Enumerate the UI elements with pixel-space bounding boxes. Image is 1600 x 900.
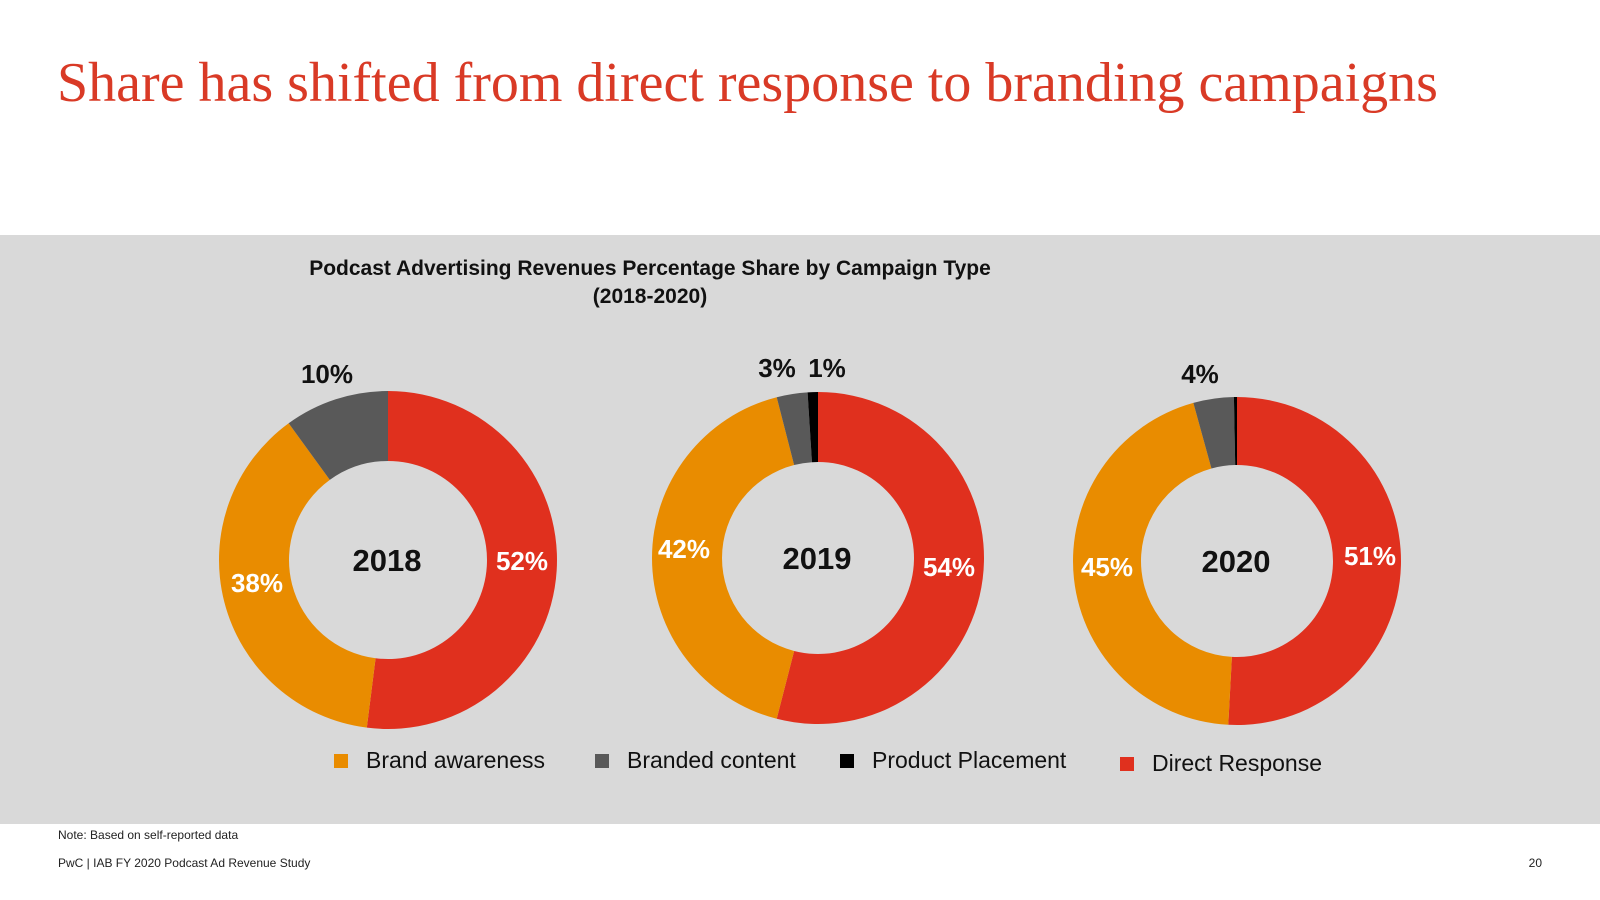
slice-2018-brand-awareness xyxy=(219,423,376,728)
slice-2019-brand-awareness xyxy=(652,397,795,719)
legend-label-brand-awareness: Brand awareness xyxy=(366,747,545,773)
data-label-2019-product-placement: 1% xyxy=(808,353,846,383)
slice-2020-brand-awareness xyxy=(1073,402,1232,725)
data-label-2020-branded-content: 4% xyxy=(1181,359,1219,389)
donut-2020: 2020 51% 45% 4% xyxy=(1073,359,1402,725)
donut-charts: 2018 52% 38% 10% 2019 54% 42% 3% 1% 2020 51% 45% 4% xyxy=(219,353,1402,729)
legend-item-brand-awareness: Brand awareness xyxy=(334,747,545,774)
page-title: Share has shifted from direct response t… xyxy=(57,52,1438,114)
slice-2019-product-placement xyxy=(807,392,818,463)
slice-2020-direct-response xyxy=(1228,397,1402,725)
legend-swatch-product-placement xyxy=(840,753,854,768)
page-number: 20 xyxy=(1528,856,1542,870)
footnote: Note: Based on self-reported data xyxy=(58,828,239,842)
legend-label-product-placement: Product Placement xyxy=(872,747,1067,773)
donut-center-year-2018: 2018 xyxy=(353,543,422,578)
slice-2018-branded-content xyxy=(288,391,388,480)
slice-2020-product-placement xyxy=(1233,397,1237,466)
data-label-2019-direct-response: 54% xyxy=(923,552,975,582)
data-label-2018-branded-content: 10% xyxy=(301,359,353,389)
chart-legend: Brand awareness Branded content Product … xyxy=(0,747,1600,787)
donut-2018: 2018 52% 38% 10% xyxy=(219,359,557,729)
chart-title-main: Podcast Advertising Revenues Percentage … xyxy=(309,257,991,280)
legend-swatch-direct-response xyxy=(1120,756,1134,771)
legend-item-product-placement: Product Placement xyxy=(840,747,1066,774)
data-label-2019-branded-content: 3% xyxy=(758,353,796,383)
legend-label-direct-response: Direct Response xyxy=(1152,750,1323,776)
slice-2019-direct-response xyxy=(776,392,985,724)
legend-item-direct-response: Direct Response xyxy=(1120,750,1322,777)
donut-center-year-2019: 2019 xyxy=(783,541,852,576)
slice-2020-branded-content xyxy=(1193,397,1236,469)
legend-swatch-brand-awareness xyxy=(334,753,348,768)
donut-center-year-2020: 2020 xyxy=(1202,544,1271,579)
legend-item-branded-content: Branded content xyxy=(595,747,796,774)
data-label-2020-brand-awareness: 45% xyxy=(1081,552,1133,582)
chart-title: Podcast Advertising Revenues Percentage … xyxy=(0,255,1300,311)
donut-2019: 2019 54% 42% 3% 1% xyxy=(652,353,985,724)
legend-label-branded-content: Branded content xyxy=(627,747,796,773)
chart-panel: Podcast Advertising Revenues Percentage … xyxy=(0,235,1600,824)
footer-source: PwC | IAB FY 2020 Podcast Ad Revenue Stu… xyxy=(58,856,311,870)
data-label-2018-direct-response: 52% xyxy=(496,546,548,576)
legend-swatch-branded-content xyxy=(595,753,609,768)
data-label-2020-direct-response: 51% xyxy=(1344,541,1396,571)
data-label-2018-brand-awareness: 38% xyxy=(231,568,283,598)
slice-2019-branded-content xyxy=(776,392,812,466)
data-label-2019-brand-awareness: 42% xyxy=(658,534,710,564)
slice-2018-direct-response xyxy=(366,391,557,729)
chart-subtitle: (2018-2020) xyxy=(592,285,708,308)
